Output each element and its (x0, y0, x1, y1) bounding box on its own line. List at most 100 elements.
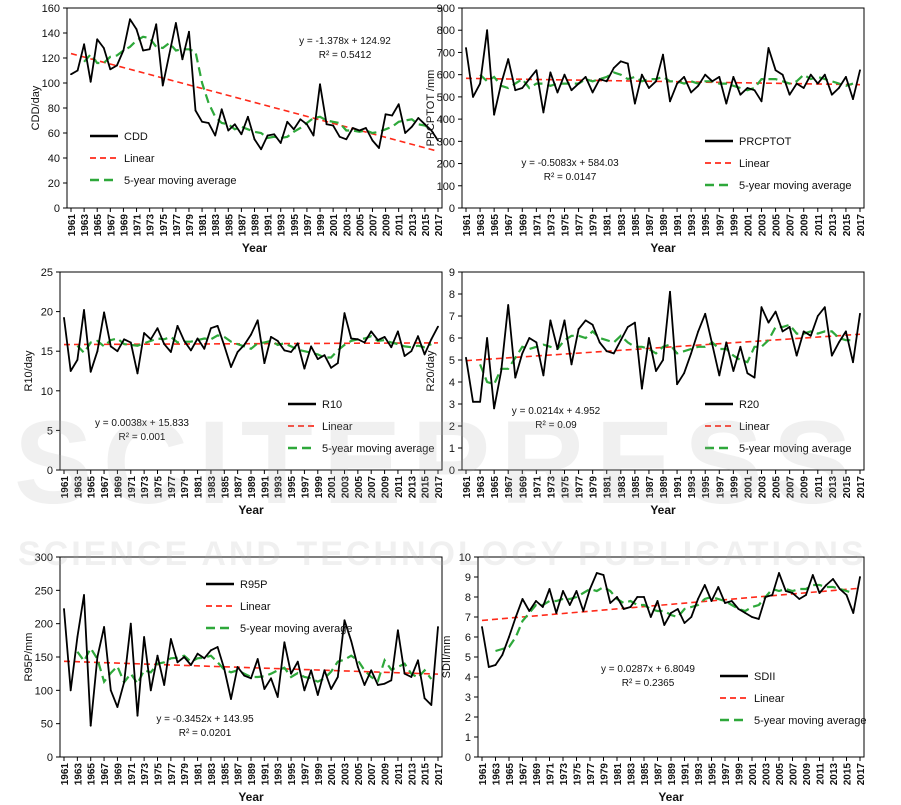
regression-equation: y = 0.0287x + 6.8049 (601, 664, 695, 675)
data-point (549, 71, 552, 74)
data-point (535, 69, 538, 72)
data-point (732, 75, 735, 78)
data-point (508, 636, 510, 638)
x-tick-label: 1965 (505, 763, 516, 786)
data-point (802, 87, 805, 89)
x-tick-label: 2001 (748, 763, 759, 786)
data-point (149, 338, 152, 341)
r-squared: R² = 0.5412 (319, 50, 372, 61)
data-point (323, 354, 326, 357)
data-point (103, 626, 105, 628)
data-point (825, 584, 828, 586)
moving-average-line (76, 334, 432, 359)
data-point (176, 661, 179, 664)
data-point (319, 83, 321, 86)
r-squared: R² = 0.09 (535, 420, 577, 431)
x-tick-label: 1999 (316, 214, 327, 237)
data-point (521, 87, 524, 89)
y-axis-title: PRCPTOT /mm (425, 70, 437, 147)
data-point (423, 123, 426, 126)
data-point (629, 606, 632, 608)
data-point (136, 372, 139, 375)
data-point (616, 596, 618, 598)
data-point (774, 310, 777, 313)
data-point (802, 330, 805, 333)
data-point (343, 619, 346, 622)
x-tick-label: 2005 (354, 476, 365, 499)
x-tick-label: 1967 (504, 476, 515, 499)
x-tick-label: 1969 (119, 214, 130, 237)
x-tick-label: 1989 (667, 763, 678, 786)
data-point (256, 658, 259, 660)
data-point (183, 656, 186, 658)
y-tick-label: 80 (48, 103, 60, 115)
x-tick-label: 1961 (60, 763, 71, 786)
y-tick-label: 100 (42, 78, 60, 90)
y-tick-label: 7 (465, 612, 471, 624)
y-tick-label: 20 (41, 307, 53, 319)
x-tick-label: 1971 (127, 763, 138, 786)
data-point (135, 28, 138, 31)
data-point (292, 128, 295, 131)
x-tick-label: 1965 (490, 476, 501, 499)
y-tick-label: 160 (42, 3, 60, 15)
x-tick-label: 1975 (154, 476, 165, 499)
y-tick-label: 6 (465, 632, 471, 644)
x-tick-label: 1993 (687, 476, 698, 499)
data-point (690, 616, 693, 618)
x-tick-label: 1973 (559, 763, 570, 786)
y-tick-label: 10 (41, 386, 53, 398)
data-point (323, 669, 326, 672)
x-tick-label: 1961 (60, 476, 71, 499)
x-tick-label: 2011 (816, 763, 827, 785)
data-point (582, 610, 585, 612)
data-point (669, 290, 671, 293)
x-tick-label: 1975 (154, 763, 165, 786)
regression-equation: y = 0.0038x + 15.833 (95, 418, 189, 429)
x-tick-label: 2009 (382, 214, 393, 237)
x-tick-label: 2007 (367, 763, 378, 786)
data-point (417, 335, 419, 338)
regression-equation: y = 0.0214x + 4.952 (512, 406, 601, 417)
data-point (403, 355, 406, 357)
data-point (417, 659, 419, 662)
x-tick-label: 1967 (100, 763, 111, 786)
x-tick-label: 2017 (434, 763, 445, 786)
legend: R95P Linear 5-year moving average (206, 579, 353, 635)
x-tick-label: 1981 (603, 476, 614, 499)
x-tick-label: 1979 (600, 763, 611, 786)
x-tick-label: 1997 (715, 476, 726, 499)
x-tick-label: 2013 (407, 476, 418, 499)
data-point (591, 323, 594, 326)
data-point (760, 306, 763, 309)
data-point (676, 608, 679, 610)
data-point (575, 590, 578, 592)
x-tick-label: 1993 (274, 476, 285, 499)
data-point (753, 89, 756, 92)
x-tick-label: 2001 (743, 214, 754, 237)
x-tick-label: 1993 (694, 763, 705, 786)
x-tick-label: 1989 (251, 214, 262, 237)
y-tick-label: 10 (459, 552, 471, 564)
x-tick-label: 1989 (659, 476, 670, 499)
data-point (260, 148, 262, 151)
x-tick-label: 2017 (856, 214, 867, 237)
data-point (109, 345, 112, 348)
data-point (403, 672, 406, 675)
data-point (103, 311, 105, 314)
x-tick-label: 1995 (701, 214, 712, 237)
data-point (859, 312, 861, 315)
x-tick-label: 1963 (476, 476, 487, 499)
x-tick-label: 1983 (617, 214, 628, 237)
x-tick-label: 1987 (234, 476, 245, 499)
data-point (832, 578, 834, 580)
data-point (514, 616, 517, 618)
legend: PRCPTOT Linear 5-year moving average (705, 136, 852, 192)
data-point (233, 123, 236, 126)
data-point (376, 339, 379, 342)
x-tick-label: 1991 (264, 214, 275, 237)
data-point (757, 618, 760, 620)
data-point (306, 123, 308, 126)
data-point (76, 359, 79, 361)
data-point (589, 588, 591, 590)
